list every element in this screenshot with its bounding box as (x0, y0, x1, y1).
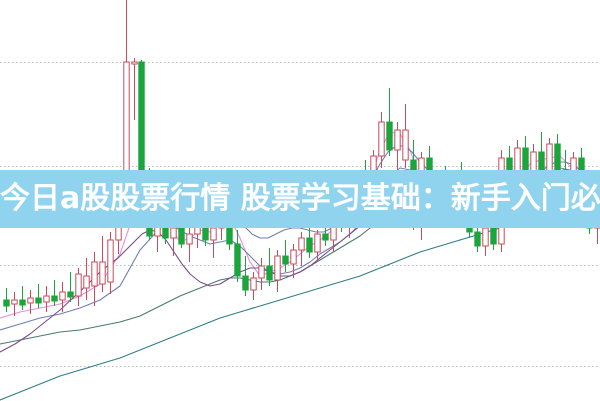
candle-body-up (314, 233, 321, 253)
candle-body-down (266, 265, 273, 281)
candle (314, 230, 321, 262)
candle (274, 250, 281, 292)
candle (298, 232, 305, 266)
candle (242, 256, 249, 296)
candle (258, 258, 265, 290)
candle (210, 222, 217, 258)
candle (234, 230, 241, 282)
candle-body-up (99, 261, 106, 285)
candle-body-up (75, 273, 82, 297)
candle-body-up (186, 233, 193, 245)
candle-body-down (474, 231, 481, 247)
candle-body-down (282, 255, 289, 265)
candle-body-up (210, 227, 217, 241)
candle (394, 122, 401, 176)
candle (131, 58, 138, 120)
candle (43, 286, 50, 312)
candle-body-down (242, 275, 249, 291)
candle (3, 288, 10, 312)
candle-body-down (3, 299, 10, 307)
candle (51, 280, 58, 306)
candle-body-down (234, 243, 241, 277)
candle-body-up (258, 265, 265, 279)
candle-body-up (290, 249, 297, 265)
candle-body-down (19, 299, 26, 306)
overlay-title-text: 今日a股股票行情 股票学习基础：新手入门必备指南 (0, 181, 600, 216)
candle-body-down (138, 61, 145, 171)
candle-body-down (306, 237, 313, 253)
candle (59, 282, 66, 312)
candle-body-up (91, 261, 98, 287)
candle-body-up (107, 239, 114, 283)
candle (27, 290, 34, 314)
candle (75, 268, 82, 306)
candle-body-up (59, 291, 66, 301)
candle-body-down (178, 227, 185, 245)
candle (107, 232, 114, 294)
candle (138, 60, 145, 172)
candle (402, 104, 409, 168)
candle-body-up (394, 129, 401, 151)
candle (11, 292, 18, 316)
candle (306, 222, 313, 258)
candle-body-down (386, 121, 393, 151)
candle-body-up (11, 299, 18, 305)
candle (99, 236, 106, 292)
candle (186, 228, 193, 262)
candle (282, 240, 289, 272)
candle-body-up (83, 275, 90, 289)
candle (83, 258, 90, 300)
candle-body-up (27, 297, 34, 304)
candlestick-series (3, 0, 600, 316)
candle-body-down (490, 227, 497, 245)
title-overlay-band: 今日a股股票行情 股票学习基础：新手入门必备指南 (0, 170, 600, 228)
candle-body-up (274, 255, 281, 281)
candle (386, 88, 393, 156)
candle (250, 272, 257, 300)
candle-body-down (35, 297, 42, 304)
candle (378, 112, 385, 168)
candle-body-up (402, 129, 409, 161)
candle-body-down (67, 291, 74, 298)
candle (35, 284, 42, 308)
candle-body-up (43, 295, 50, 303)
candle (67, 272, 74, 302)
candle-body-up (170, 227, 177, 239)
candle (19, 286, 26, 310)
candle-body-down (51, 295, 58, 302)
candle-body-down (554, 143, 561, 171)
candle (290, 244, 297, 278)
candle-body-up (298, 237, 305, 251)
candle (266, 248, 273, 286)
candle-body-down (322, 233, 329, 241)
candle-body-up (482, 227, 489, 247)
candle (91, 252, 98, 306)
candle-body-up (131, 61, 138, 65)
candle-body-up (250, 277, 257, 291)
candle-body-up (378, 121, 385, 157)
